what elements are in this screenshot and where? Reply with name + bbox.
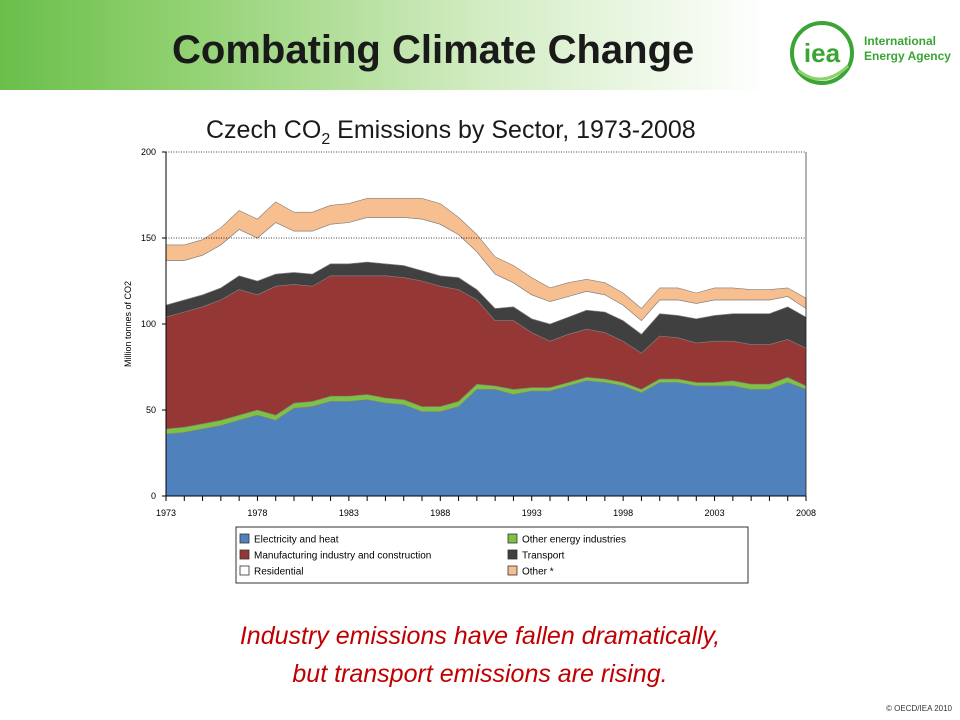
- x-tick-label-1978: 1978: [247, 508, 267, 518]
- legend-swatch-4: [239, 565, 250, 576]
- x-tick-label-1993: 1993: [522, 508, 542, 518]
- x-tick-label-1988: 1988: [430, 508, 450, 518]
- legend-label-4: Residential: [254, 567, 303, 578]
- x-tick-label-2008: 2008: [796, 508, 816, 518]
- x-tick-label-2003: 2003: [705, 508, 725, 518]
- legend-label-1: Other energy industries: [522, 535, 626, 546]
- copyright: © OECD/IEA 2010: [886, 704, 952, 713]
- legend-swatch-2: [239, 549, 250, 560]
- y-axis-label: Million tonnes of CO2: [123, 281, 133, 367]
- emissions-chart: 0 50 100 150 200 1973 1978 1983 1988 1993 1998 2003…: [123, 147, 816, 584]
- y-tick-label-50: 50: [146, 405, 156, 415]
- caption-line-1: Industry emissions have fallen dramatica…: [239, 622, 721, 650]
- caption-line-2: but transport emissions are rising.: [292, 660, 668, 688]
- legend-label-5: Other *: [522, 567, 554, 578]
- chart-title-main: Czech CO: [206, 116, 322, 144]
- logo-word: iea: [804, 38, 841, 68]
- logo-line-2: Energy Agency: [864, 49, 951, 63]
- legend-label-0: Electricity and heat: [254, 535, 339, 546]
- page-title: Combating Climate Change: [172, 28, 695, 72]
- legend-swatch-5: [507, 565, 518, 576]
- x-tick-label-1973: 1973: [156, 508, 176, 518]
- legend-label-2: Manufacturing industry and construction: [254, 551, 431, 562]
- chart-title-sub: 2: [321, 131, 331, 148]
- legend-swatch-3: [507, 549, 518, 560]
- chart-title: Czech CO2 Emissions by Sector, 1973-2008: [206, 116, 696, 149]
- y-tick-label-100: 100: [141, 319, 156, 329]
- iea-logo-icon: iea: [790, 21, 854, 85]
- iea-logo: iea International Energy Agency: [788, 18, 958, 88]
- legend-box: [235, 526, 749, 584]
- legend-swatch-0: [239, 533, 250, 544]
- logo-line-1: International: [864, 34, 937, 48]
- legend-label-3: Transport: [522, 551, 565, 562]
- x-tick-label-1983: 1983: [339, 508, 359, 518]
- legend-swatch-1: [507, 533, 518, 544]
- chart-title-rest: Emissions by Sector, 1973-2008: [330, 116, 696, 144]
- y-tick-label-200: 200: [141, 147, 156, 157]
- y-tick-label-150: 150: [141, 233, 156, 243]
- x-tick-label-1998: 1998: [613, 508, 633, 518]
- y-tick-label-0: 0: [151, 491, 156, 501]
